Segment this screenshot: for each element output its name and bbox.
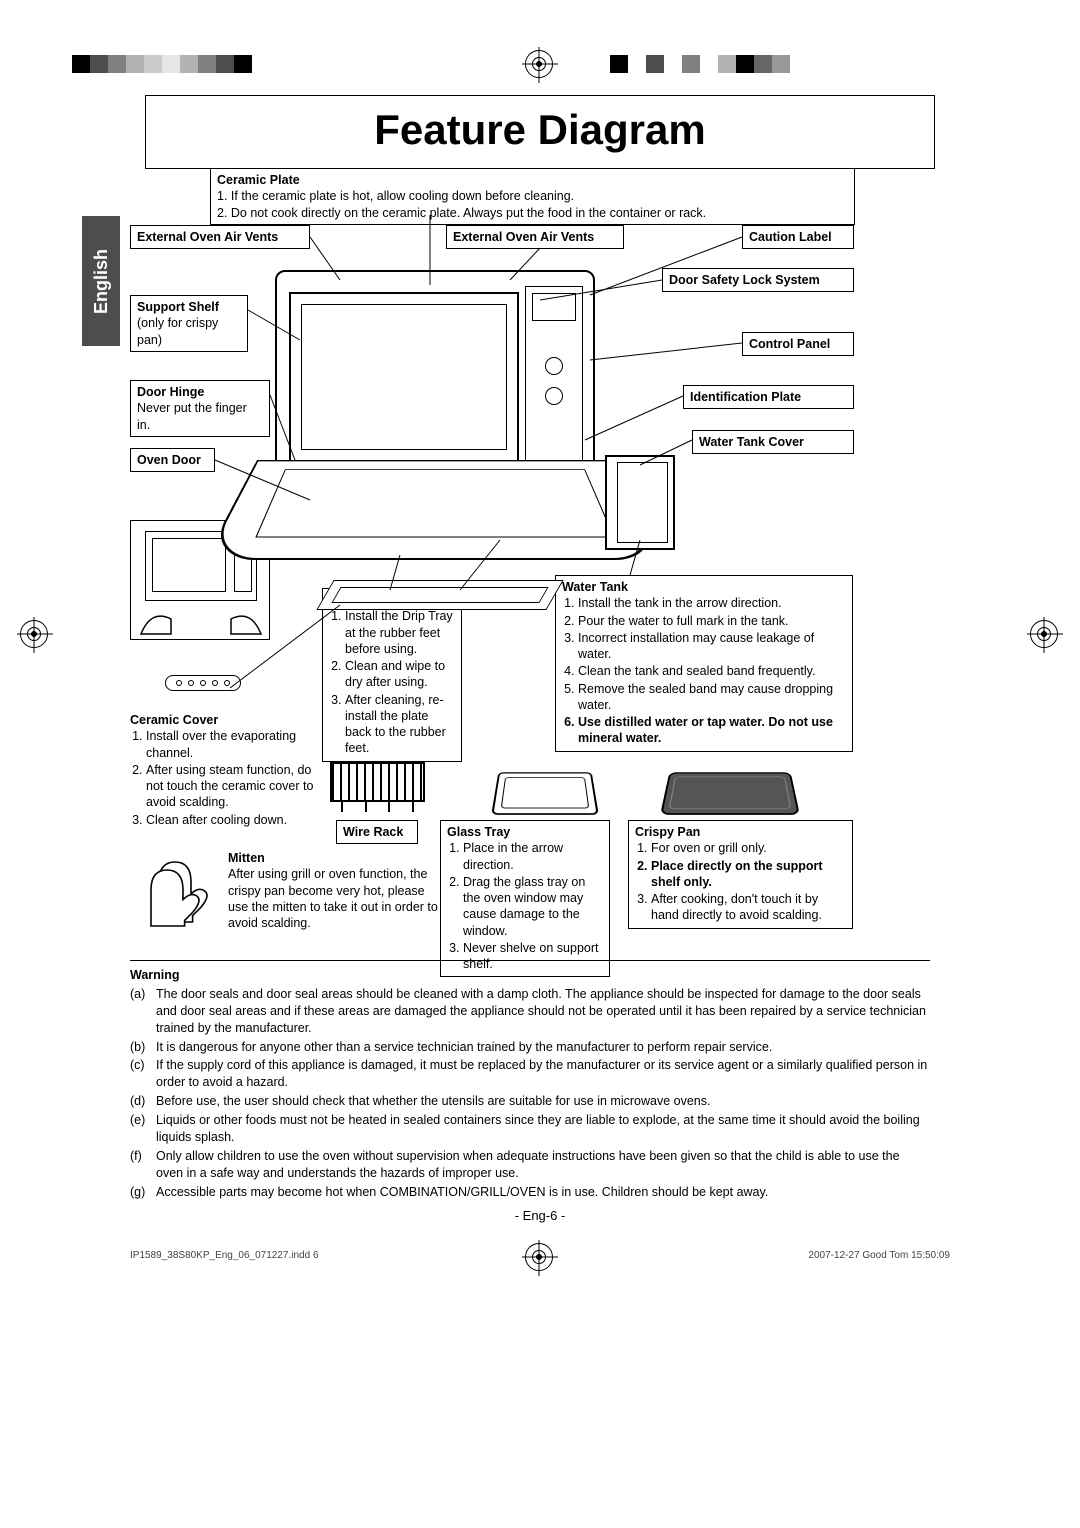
label-ext-vents-left: External Oven Air Vents bbox=[130, 225, 310, 249]
label-door-hinge: Door Hinge Never put the finger in. bbox=[130, 380, 270, 437]
language-tab: English bbox=[82, 216, 120, 346]
label-caution: Caution Label bbox=[742, 225, 854, 249]
oven-diagram bbox=[275, 270, 675, 750]
label-door-lock: Door Safety Lock System bbox=[662, 268, 854, 292]
color-bar-icon bbox=[610, 55, 790, 73]
crispy-pan-icon bbox=[660, 772, 800, 815]
color-bar-icon bbox=[72, 55, 252, 73]
warning-section: Warning (a)The door seals and door seal … bbox=[130, 960, 930, 1202]
registration-mark-icon bbox=[525, 1243, 553, 1271]
registration-mark-icon bbox=[1030, 620, 1058, 648]
registration-mark-icon bbox=[20, 620, 48, 648]
label-water-tank-cover: Water Tank Cover bbox=[692, 430, 854, 454]
label-support-shelf: Support Shelf (only for crispy pan) bbox=[130, 295, 248, 352]
label-glass-tray: Glass Tray Place in the arrow direction.… bbox=[440, 820, 610, 977]
page-title: Feature Diagram bbox=[145, 95, 935, 169]
page-number: - Eng-6 - bbox=[0, 1208, 1080, 1223]
mitten-icon bbox=[135, 850, 215, 930]
label-id-plate: Identiﬁcation Plate bbox=[683, 385, 854, 409]
label-control-panel: Control Panel bbox=[742, 332, 854, 356]
glass-tray-icon bbox=[491, 772, 599, 815]
label-oven-door: Oven Door bbox=[130, 448, 215, 472]
footer-timestamp: 2007-12-27 Good Tom 15:50:09 bbox=[808, 1250, 950, 1261]
label-mitten: Mitten After using grill or oven functio… bbox=[228, 850, 438, 931]
label-crispy-pan: Crispy Pan For oven or grill only. Place… bbox=[628, 820, 853, 929]
label-ceramic-plate: Ceramic Plate 1. If the ceramic plate is… bbox=[210, 168, 855, 225]
label-wire-rack: Wire Rack bbox=[336, 820, 418, 844]
label-ext-vents-right: External Oven Air Vents bbox=[446, 225, 624, 249]
ceramic-cover-icon bbox=[165, 675, 241, 691]
wire-rack-icon bbox=[330, 762, 425, 812]
footer-filename: IP1589_38S80KP_Eng_06_071227.indd 6 bbox=[130, 1250, 319, 1261]
registration-mark-icon bbox=[525, 50, 553, 78]
